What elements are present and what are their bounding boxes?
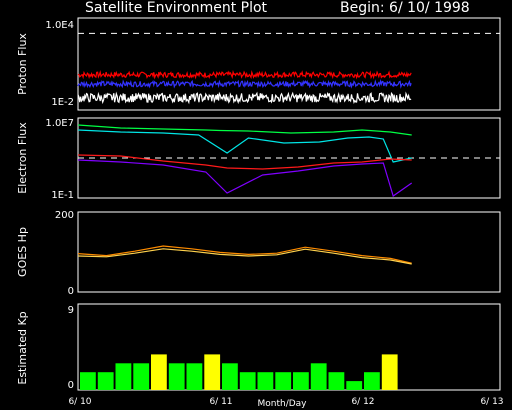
x-tick-day-1: 6/ 10: [68, 397, 91, 407]
electron-flux-series-2: [77, 129, 412, 163]
electron-flux-label: Electron Flux: [16, 122, 29, 194]
goes-hp-ytick-bottom: 0: [68, 286, 74, 297]
kp-bar: [328, 372, 345, 390]
kp-bar: [168, 363, 185, 390]
proton-flux-series-3: [77, 91, 412, 105]
x-axis-label: Month/Day: [257, 399, 307, 409]
kp-bar: [293, 372, 309, 390]
estimated-kp-ytick-top: 9: [68, 305, 74, 316]
proton-flux-series-1: [77, 69, 412, 80]
x-tick-day-4: 6/ 13: [480, 397, 503, 407]
kp-bar: [115, 363, 132, 390]
kp-bar: [133, 363, 150, 390]
estimated-kp-ytick-bottom: 0: [68, 380, 74, 391]
goes-hp-frame: [77, 211, 501, 293]
kp-bar: [97, 372, 114, 390]
proton-flux-ytick-top: 1.0E4: [45, 20, 74, 31]
proton-flux-series-2: [77, 78, 412, 89]
electron-flux-ytick-top: 1.0E7: [45, 118, 74, 129]
kp-bar: [257, 372, 274, 390]
kp-bar: [310, 363, 327, 390]
goes-hp-ytick-top: 200: [55, 210, 74, 221]
proton-flux-ytick-bottom: 1E-2: [51, 97, 74, 108]
proton-flux-frame: [77, 17, 501, 111]
kp-bar: [204, 354, 221, 390]
goes-hp-series-1: [77, 245, 412, 264]
x-tick-day-3: 6/ 12: [351, 397, 374, 407]
kp-bar: [275, 372, 292, 390]
proton-flux-panel: Proton Flux 1.0E4 1E-2: [16, 17, 501, 111]
electron-flux-panel: Electron Flux 1.0E7 1E-1: [16, 117, 501, 201]
plot-title: Satellite Environment Plot: [85, 0, 268, 16]
kp-bar: [364, 372, 380, 390]
x-axis: 6/ 10 6/ 11 Month/Day 6/ 12 6/ 13: [68, 397, 503, 409]
electron-flux-series-3: [77, 154, 412, 170]
electron-flux-series-4: [77, 159, 413, 197]
proton-flux-label: Proton Flux: [16, 33, 29, 95]
kp-bar: [151, 354, 167, 390]
kp-bar: [186, 363, 203, 390]
goes-hp-label: GOES Hp: [16, 227, 29, 277]
goes-hp-panel: GOES Hp 200 0: [16, 210, 501, 297]
kp-bar: [381, 354, 398, 390]
electron-flux-series-1: [77, 124, 412, 136]
goes-hp-series-2: [77, 248, 412, 265]
kp-bar: [239, 372, 256, 390]
kp-bar: [222, 363, 238, 390]
estimated-kp-label: Estimated Kp: [16, 311, 29, 384]
begin-date: Begin: 6/ 10/ 1998: [340, 0, 470, 16]
x-tick-day-2: 6/ 11: [209, 397, 232, 407]
kp-bar: [80, 372, 96, 390]
estimated-kp-panel: Estimated Kp 9 0: [16, 303, 501, 391]
electron-flux-ytick-bottom: 1E-1: [51, 190, 74, 201]
kp-bar: [346, 381, 363, 390]
